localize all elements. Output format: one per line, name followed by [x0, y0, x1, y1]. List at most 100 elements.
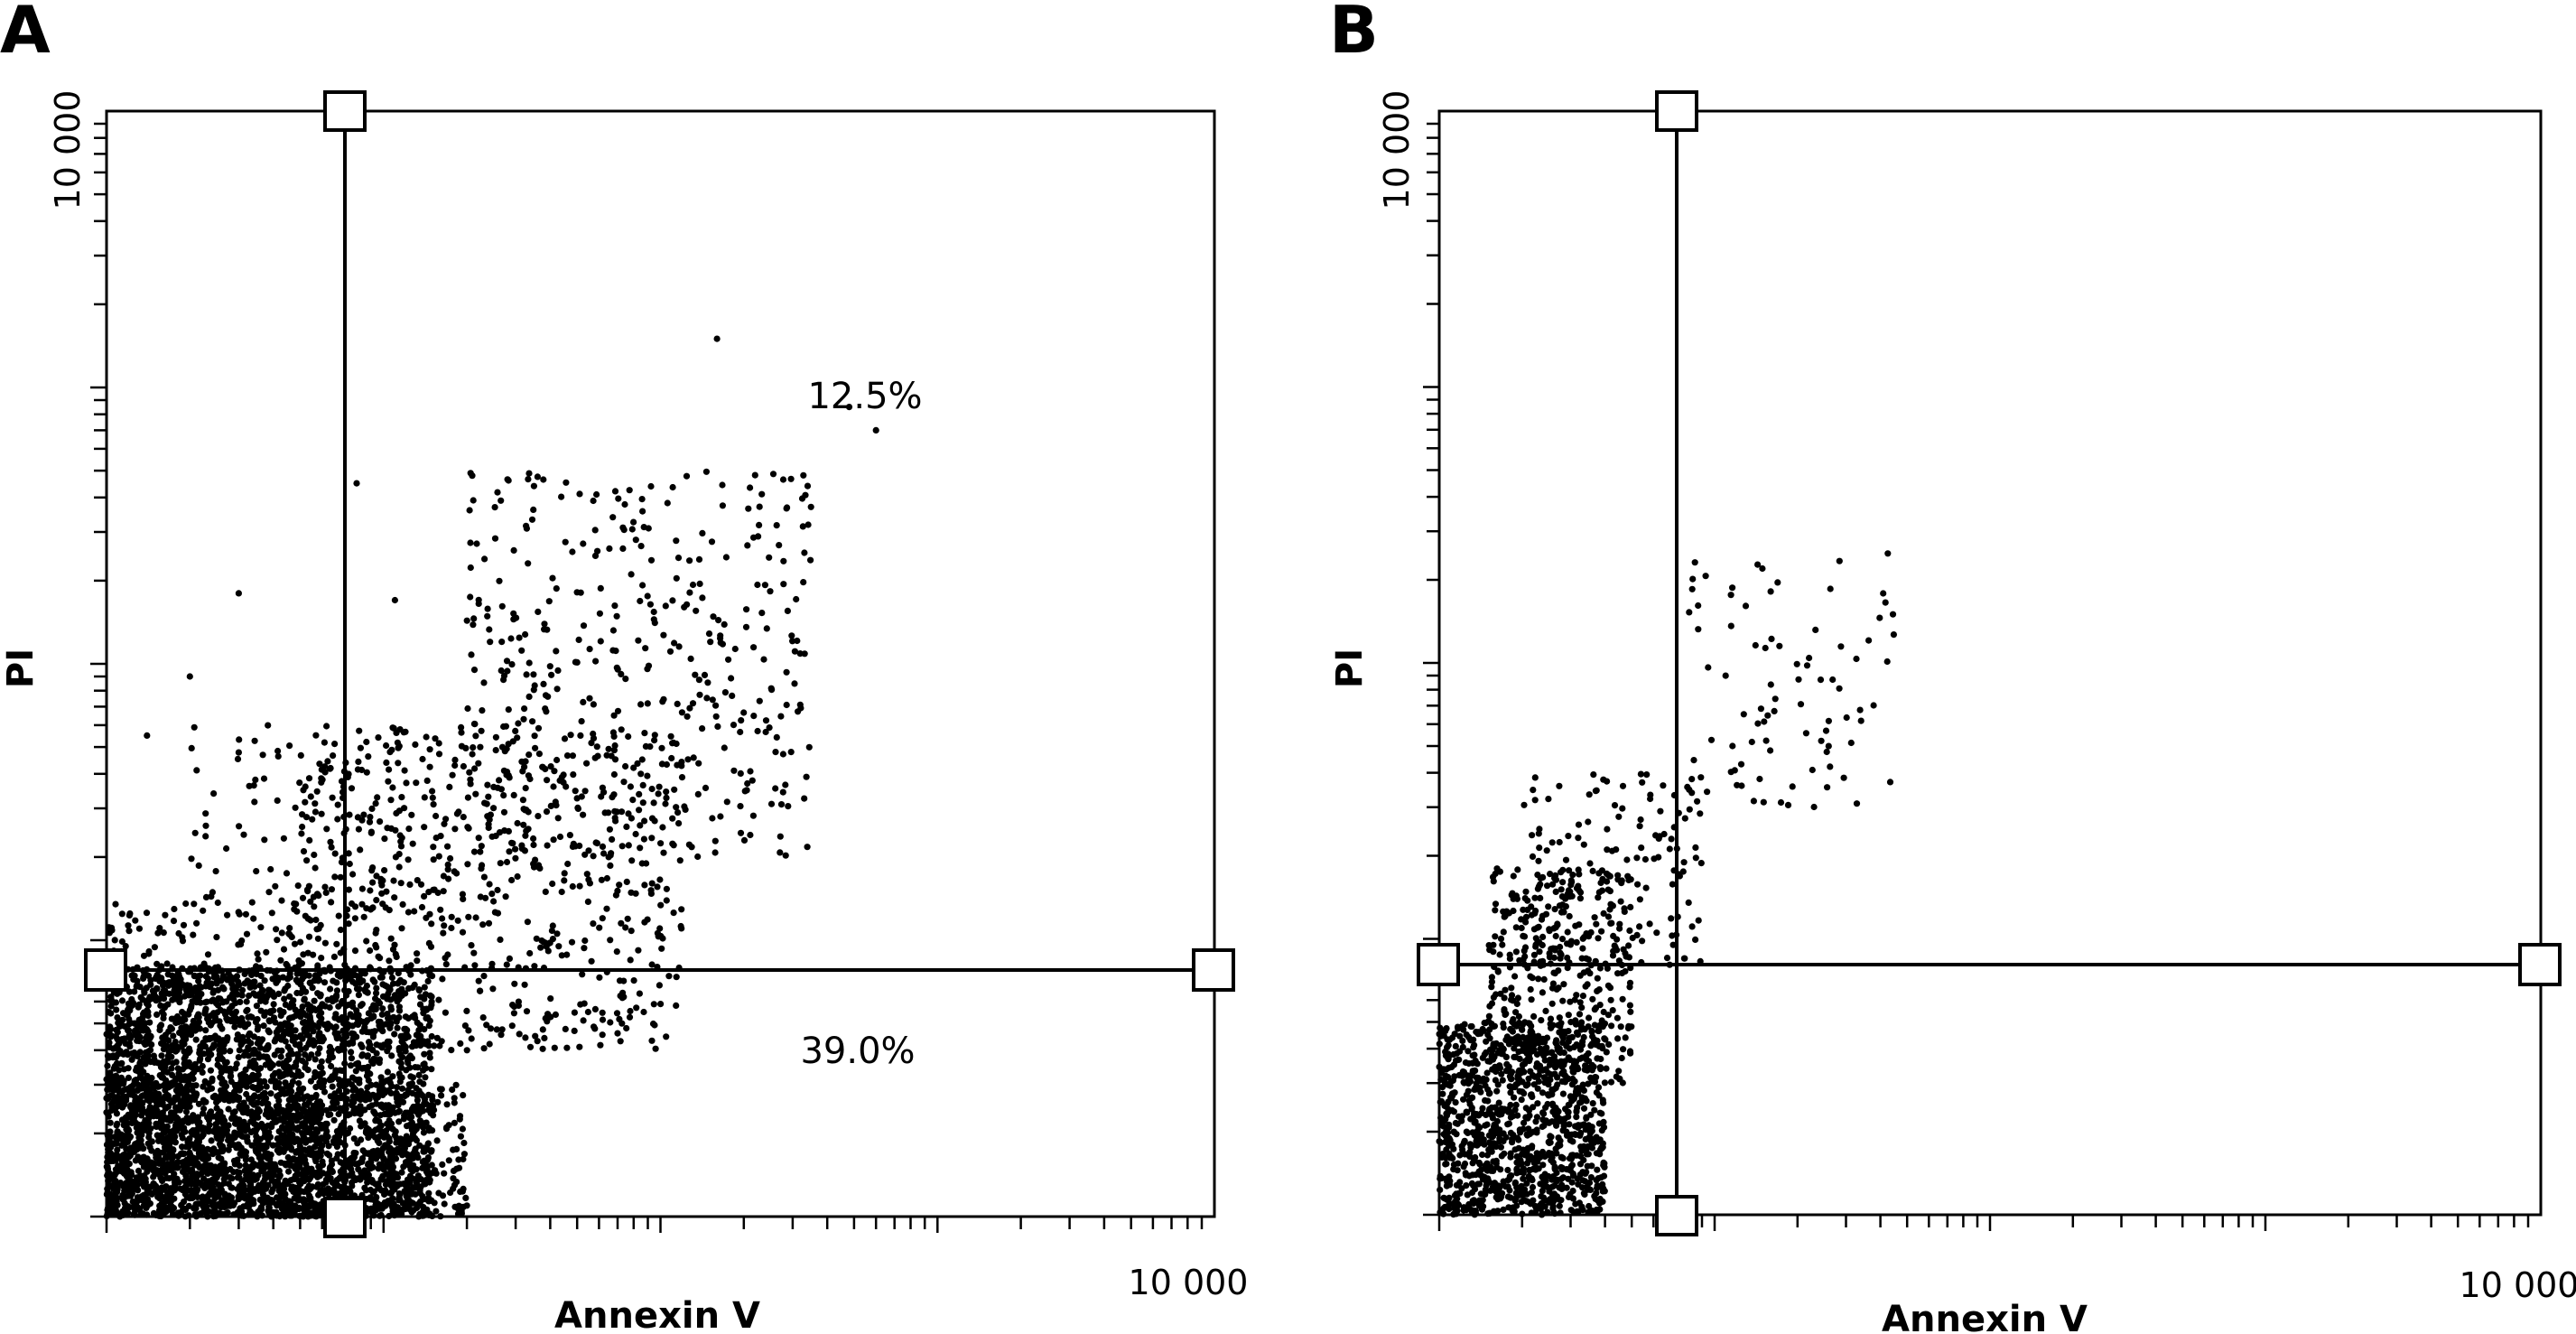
scatter-point — [140, 1145, 147, 1152]
scatter-point — [662, 800, 669, 807]
scatter-point — [296, 1139, 303, 1146]
scatter-point — [386, 766, 393, 773]
scatter-point — [699, 529, 706, 537]
scatter-point — [142, 1175, 149, 1182]
scatter-point — [648, 961, 656, 968]
scatter-point — [358, 1052, 366, 1059]
scatter-point — [663, 897, 670, 904]
panel-a-label: A — [0, 0, 51, 68]
scatter-point — [491, 535, 499, 542]
scatter-point — [539, 1026, 546, 1033]
scatter-point — [368, 805, 376, 813]
scatter-point — [202, 1035, 209, 1042]
scatter-point — [678, 906, 685, 913]
scatter-point — [609, 514, 617, 521]
scatter-point — [546, 663, 553, 670]
scatter-point — [590, 920, 597, 928]
scatter-point — [381, 867, 388, 874]
scatter-point — [268, 1189, 275, 1196]
scatter-point — [145, 1105, 153, 1114]
scatter-point — [294, 1184, 302, 1191]
scatter-point — [373, 897, 380, 904]
scatter-point — [334, 816, 341, 823]
scatter-point — [138, 1195, 145, 1202]
scatter-point — [349, 1170, 356, 1177]
scatter-point — [620, 527, 628, 534]
scatter-point — [465, 913, 472, 920]
scatter-point — [477, 743, 484, 751]
scatter-point — [132, 1157, 139, 1164]
scatter-point — [333, 987, 340, 994]
scatter-point — [227, 1048, 234, 1055]
scatter-point — [504, 667, 511, 675]
scatter-point — [335, 1076, 342, 1083]
scatter-point — [404, 1176, 412, 1183]
scatter-point — [569, 752, 577, 760]
scatter-point — [659, 698, 666, 705]
scatter-point — [312, 1093, 320, 1100]
scatter-point — [315, 892, 322, 900]
scatter-point — [516, 634, 523, 641]
scatter-point — [492, 747, 499, 754]
scatter-point — [358, 1155, 367, 1162]
scatter-point — [405, 1122, 413, 1129]
scatter-point — [405, 826, 413, 833]
scatter-point — [389, 1125, 396, 1133]
scatter-point — [772, 785, 779, 792]
scatter-point — [532, 1032, 539, 1040]
scatter-point — [491, 504, 498, 511]
scatter-point — [436, 1042, 443, 1049]
scatter-point — [516, 1031, 523, 1038]
scatter-point — [669, 740, 676, 747]
scatter-point — [280, 835, 287, 842]
scatter-point — [372, 995, 379, 1003]
scatter-point — [292, 1027, 299, 1034]
scatter-point — [711, 837, 719, 844]
scatter-point — [269, 1072, 276, 1079]
scatter-point — [200, 1050, 208, 1058]
scatter-point — [510, 616, 517, 623]
scatter-point — [200, 1083, 207, 1090]
scatter-point — [597, 584, 604, 592]
scatter-point — [352, 1068, 359, 1075]
scatter-point — [644, 700, 651, 707]
scatter-point — [186, 1103, 193, 1110]
scatter-point — [289, 1071, 296, 1078]
scatter-point — [479, 921, 487, 928]
scatter-point — [426, 1179, 433, 1186]
scatter-point — [373, 984, 380, 992]
scatter-point — [388, 974, 395, 982]
scatter-point — [525, 476, 532, 483]
scatter-point — [756, 503, 763, 510]
scatter-point — [418, 903, 426, 911]
scatter-point — [411, 981, 418, 988]
scatter-point — [131, 1049, 138, 1057]
scatter-point — [170, 1032, 177, 1040]
scatter-point — [470, 744, 477, 751]
scatter-point — [365, 753, 372, 760]
scatter-point — [413, 1125, 420, 1133]
scatter-point — [135, 925, 143, 932]
scatter-point — [112, 1139, 119, 1146]
scatter-point — [426, 763, 433, 770]
scatter-point — [647, 482, 655, 490]
scatter-point — [167, 1024, 174, 1031]
scatter-point — [750, 713, 758, 720]
scatter-point — [487, 639, 494, 646]
scatter-point — [599, 843, 607, 851]
scatter-point — [426, 1049, 433, 1057]
scatter-point — [321, 739, 328, 746]
scatter-point — [575, 636, 582, 644]
scatter-point — [386, 1044, 393, 1051]
scatter-point — [213, 934, 220, 941]
scatter-point — [260, 775, 268, 782]
scatter-point — [642, 742, 650, 751]
scatter-point — [144, 1168, 151, 1175]
scatter-point — [417, 994, 424, 1001]
scatter-point — [352, 980, 359, 987]
scatter-point — [332, 1023, 339, 1031]
scatter-point — [484, 612, 491, 620]
scatter-point — [722, 554, 730, 561]
scatter-point — [399, 900, 406, 909]
scatter-point — [273, 926, 280, 933]
